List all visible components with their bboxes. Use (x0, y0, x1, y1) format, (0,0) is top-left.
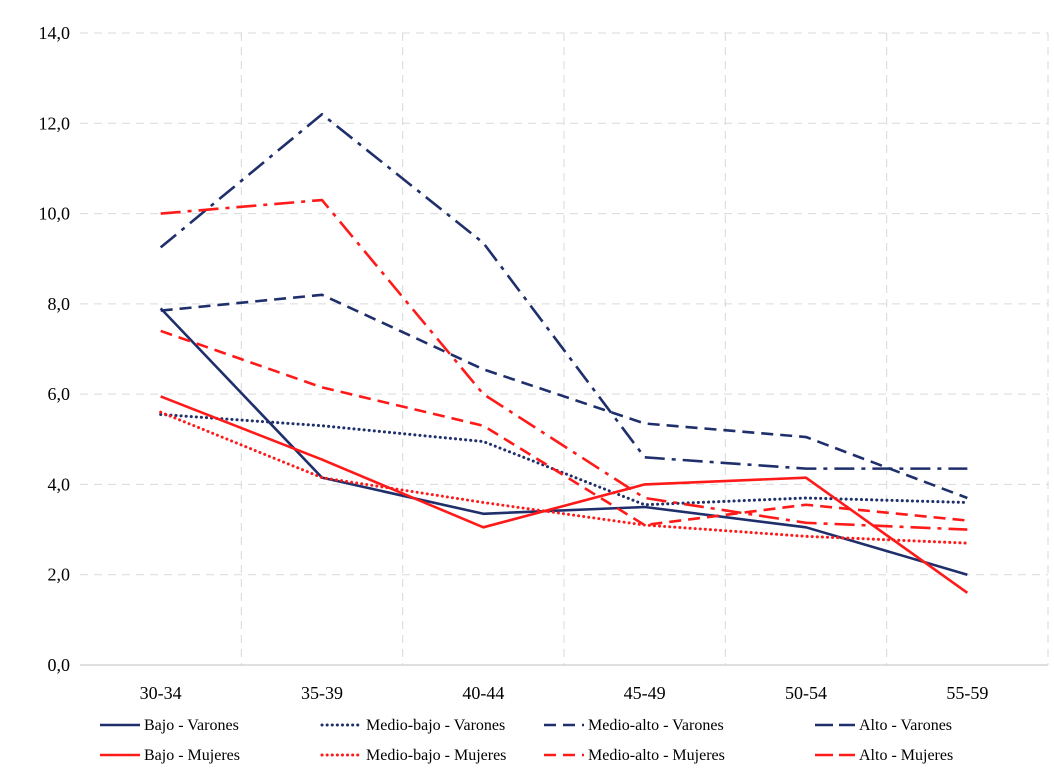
x-tick-label: 45-49 (624, 683, 666, 703)
y-tick-label: 12,0 (39, 113, 71, 133)
legend-label: Medio-alto - Mujeres (588, 747, 725, 764)
series-line-medio-alto-varones (160, 293, 968, 500)
series-line-bajo-mujeres (160, 395, 969, 594)
y-tick-label: 0,0 (48, 655, 71, 675)
y-tick-label: 4,0 (48, 474, 71, 494)
legend: Bajo - Varones Medio-bajo - Varones Medio-… (100, 717, 953, 764)
x-tick-label: 35-39 (301, 683, 343, 703)
series-line-medio-bajo-mujeres (159, 410, 969, 545)
legend-label: Bajo - Varones (144, 717, 239, 734)
y-tick-label: 6,0 (48, 384, 71, 404)
y-tick-label: 2,0 (48, 565, 71, 585)
x-tick-label: 50-54 (785, 683, 827, 703)
x-tick-label: 40-44 (462, 683, 504, 703)
series-line-alto-mujeres (160, 198, 968, 531)
x-tick-label: 55-59 (946, 683, 988, 703)
legend-label: Alto - Varones (859, 717, 952, 734)
legend-label: Bajo - Mujeres (144, 747, 240, 764)
series-line-alto-varones (159, 112, 968, 470)
y-tick-label: 8,0 (48, 294, 71, 314)
legend-label: Medio-alto - Varones (588, 717, 724, 734)
series-line-medio-alto-mujeres (160, 329, 968, 527)
legend-label: Medio-bajo - Varones (366, 717, 505, 734)
y-tick-label: 14,0 (39, 23, 71, 43)
y-tick-label: 10,0 (39, 204, 71, 224)
axis-layer: 0,0 2,0 4,0 6,0 8,0 10,0 12,0 14,0 30-34 35-39 40-… (39, 23, 1048, 703)
legend-label: Alto - Mujeres (859, 747, 953, 764)
x-tick-label: 30-34 (140, 683, 182, 703)
series-layer (159, 112, 969, 594)
legend-label: Medio-bajo - Mujeres (366, 747, 506, 764)
